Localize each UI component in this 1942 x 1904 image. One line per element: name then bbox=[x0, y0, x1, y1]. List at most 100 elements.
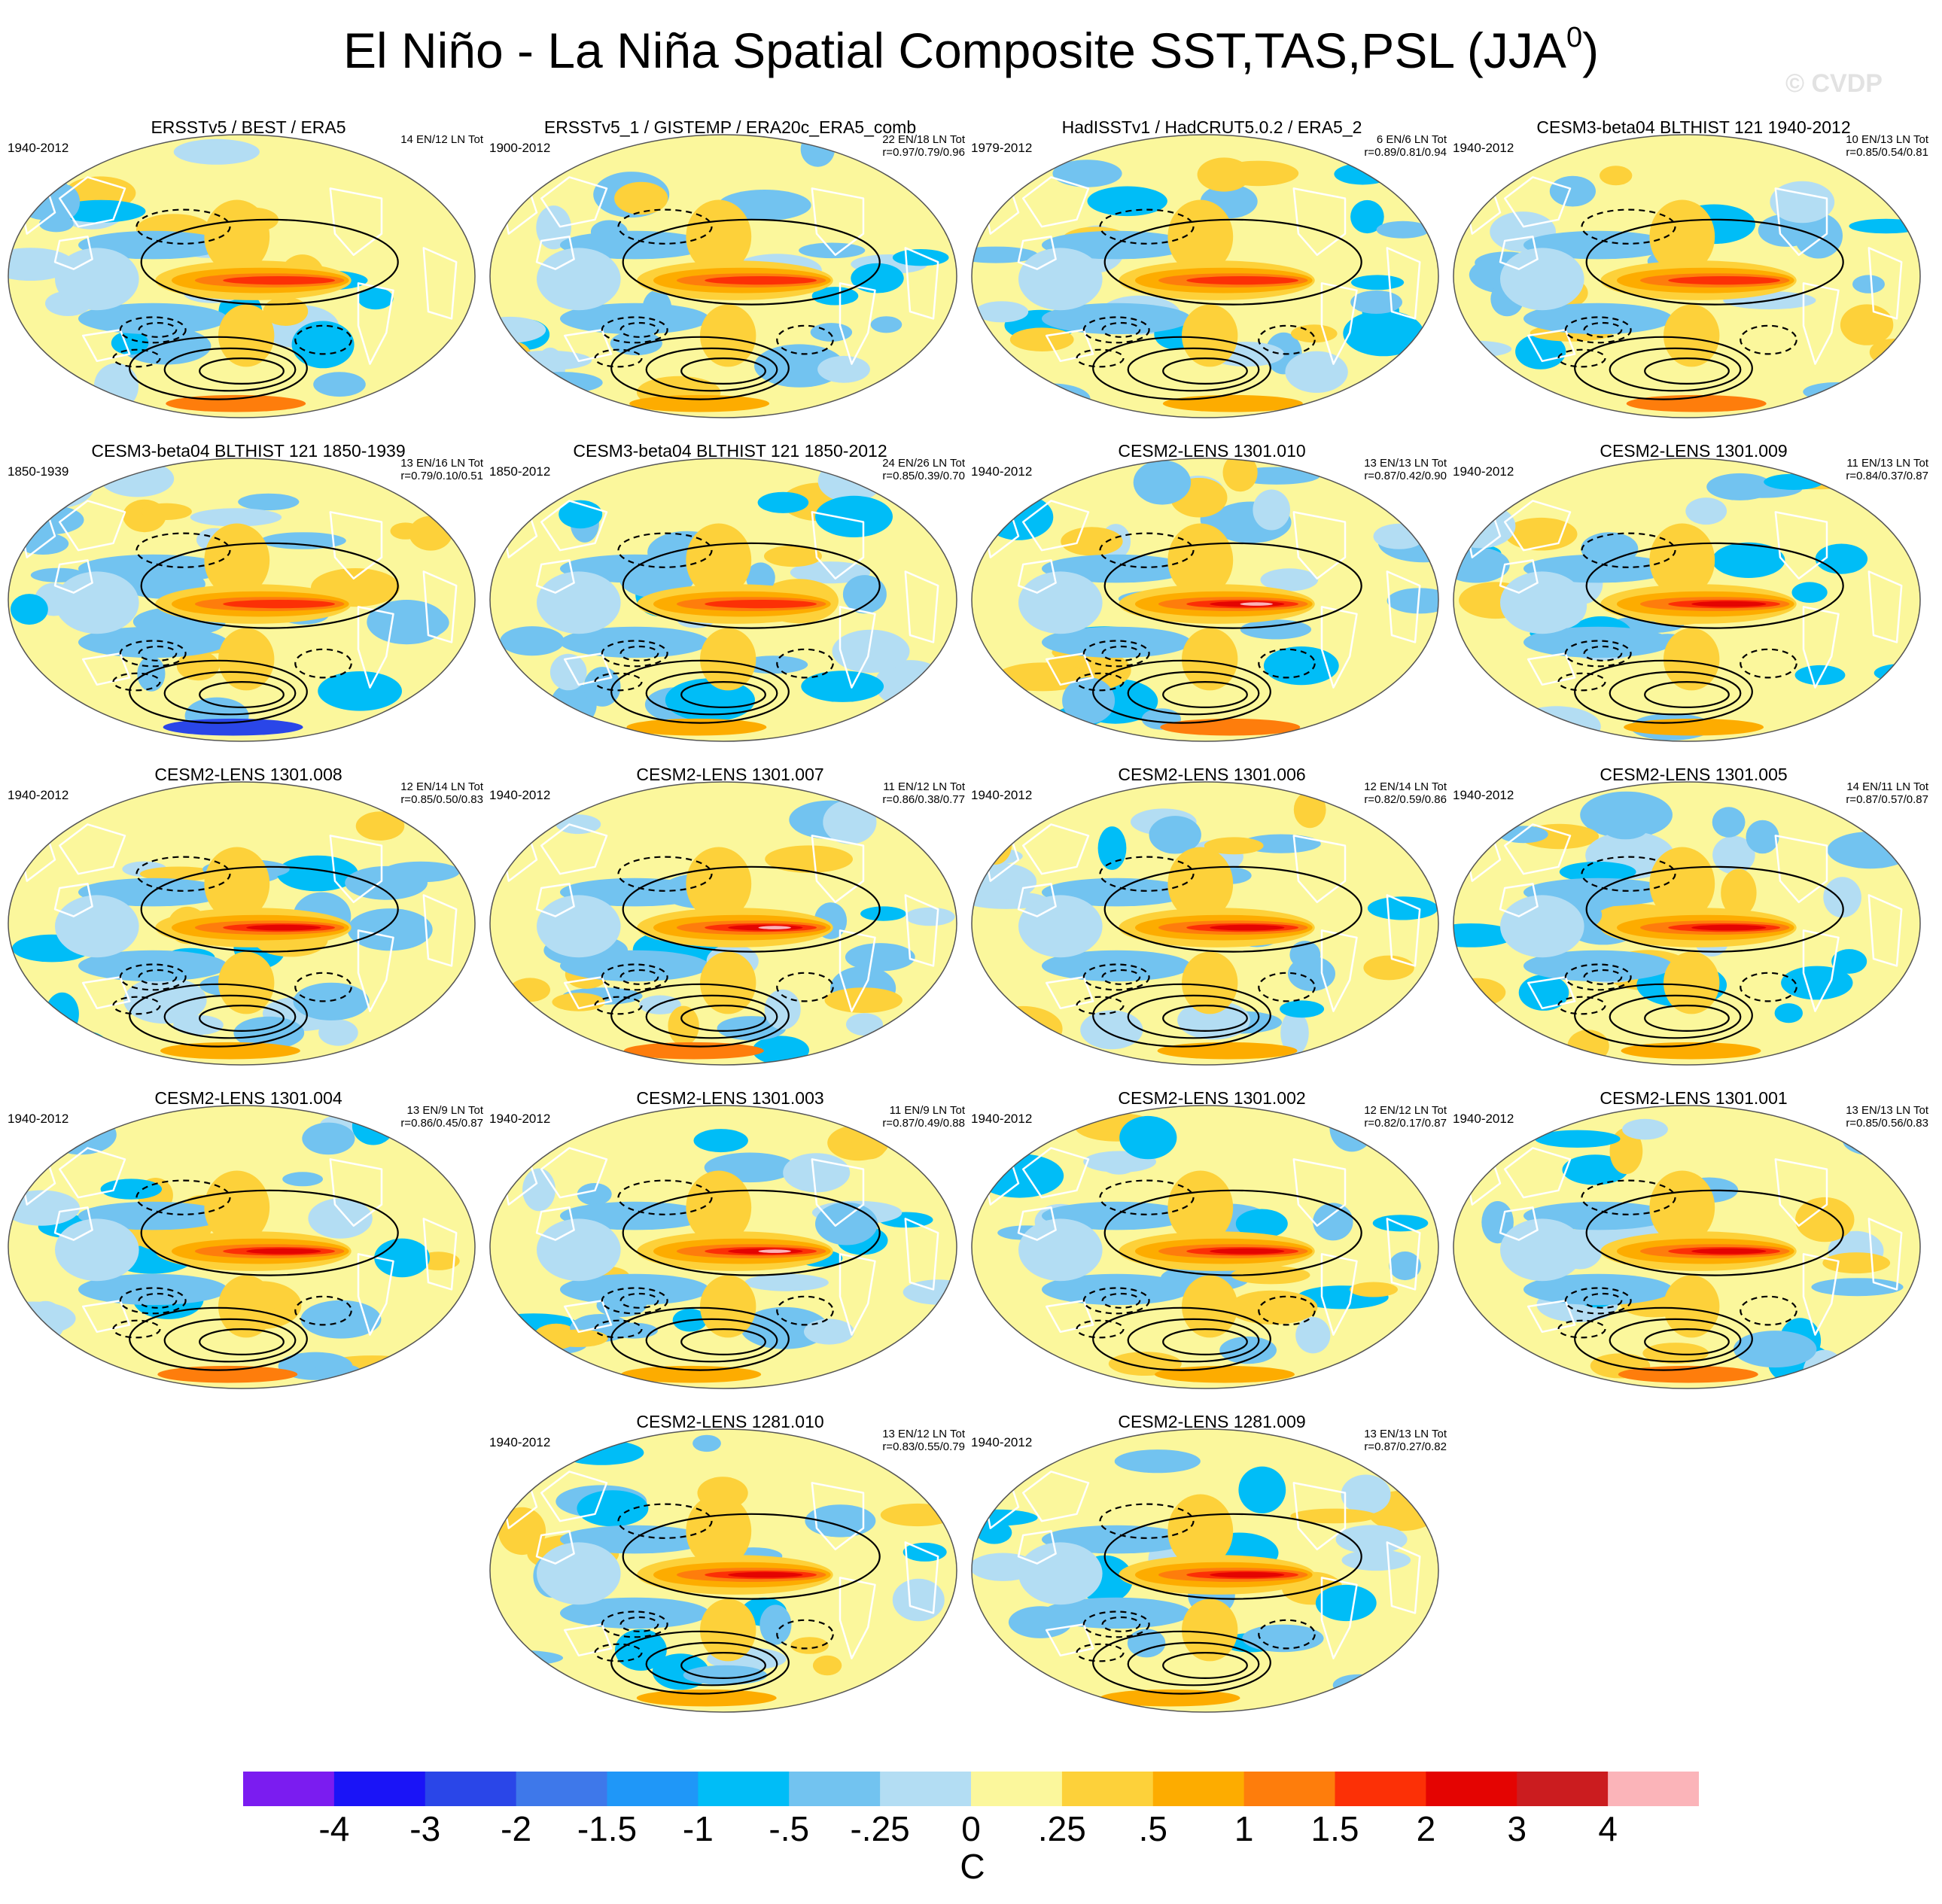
panel-stats: 14 EN/12 LN Tot bbox=[400, 133, 483, 146]
map-panel: CESM2-LENS 1301.008 1940-2012 12 EN/14 LN … bbox=[8, 764, 489, 1080]
panel-years: 1940-2012 bbox=[8, 788, 69, 802]
panel-years: 1979-2012 bbox=[971, 141, 1033, 155]
pattern-correlation: r=0.79/0.10/0.51 bbox=[400, 470, 483, 482]
event-counts: 14 EN/12 LN Tot bbox=[400, 133, 483, 146]
event-counts: 12 EN/14 LN Tot bbox=[400, 780, 483, 793]
colorbar-tick-label: 4 bbox=[1598, 1809, 1618, 1848]
map-globe bbox=[8, 134, 476, 418]
panel-title: CESM2-LENS 1301.005 bbox=[1600, 765, 1788, 784]
panel-title: CESM2-LENS 1301.003 bbox=[636, 1088, 824, 1108]
pattern-correlation: r=0.87/0.42/0.90 bbox=[1364, 470, 1447, 482]
colorbar-swatch bbox=[1243, 1772, 1336, 1806]
map-globe bbox=[971, 1105, 1439, 1389]
map-globe bbox=[971, 458, 1439, 742]
panel-title: ERSSTv5_1 / GISTEMP / ERA20c_ERA5_comb bbox=[543, 117, 917, 137]
colorbar-swatch bbox=[880, 1772, 972, 1806]
event-counts: 11 EN/9 LN Tot bbox=[889, 1104, 965, 1117]
panel-stats: 22 EN/18 LN Tot r=0.97/0.79/0.96 bbox=[882, 133, 965, 159]
map-panel: CESM3-beta04 BLTHIST 121 1850-1939 1850-1… bbox=[8, 440, 489, 756]
panel-title: CESM3-beta04 BLTHIST 121 1850-2012 bbox=[573, 441, 887, 461]
map-globe bbox=[1453, 458, 1921, 742]
map-globe bbox=[8, 781, 476, 1066]
colorbar-tick-label: -4 bbox=[318, 1809, 350, 1848]
panel-stats: 24 EN/26 LN Tot r=0.85/0.39/0.70 bbox=[882, 457, 965, 482]
map-globe bbox=[489, 781, 957, 1066]
panel-title: CESM2-LENS 1301.008 bbox=[154, 765, 342, 784]
panel-years: 1940-2012 bbox=[1453, 1112, 1514, 1126]
panel-title: CESM2-LENS 1301.004 bbox=[154, 1088, 342, 1108]
map-globe bbox=[1453, 781, 1921, 1066]
colorbar-swatch bbox=[425, 1772, 517, 1806]
map-panel: CESM2-LENS 1301.009 1940-2012 11 EN/13 LN … bbox=[1453, 440, 1934, 756]
map-panel: ERSSTv5 / BEST / ERA5 1940-2012 14 EN/12 L… bbox=[8, 117, 489, 433]
map-panel: CESM2-LENS 1301.003 1940-2012 11 EN/9 LN T… bbox=[489, 1087, 971, 1404]
colorbar-tick-label: 0 bbox=[961, 1809, 981, 1848]
panel-stats: 13 EN/13 LN Tot r=0.87/0.27/0.82 bbox=[1364, 1428, 1447, 1453]
panel-title: CESM2-LENS 1301.007 bbox=[636, 765, 824, 784]
panel-stats: 10 EN/13 LN Tot r=0.85/0.54/0.81 bbox=[1846, 133, 1928, 159]
map-panel: CESM2-LENS 1301.001 1940-2012 13 EN/13 LN … bbox=[1453, 1087, 1934, 1404]
event-counts: 13 EN/16 LN Tot bbox=[400, 457, 483, 470]
panel-years: 1900-2012 bbox=[489, 141, 551, 155]
figure-title-text: El Niño - La Niña Spatial Composite SST,… bbox=[342, 23, 1566, 78]
pattern-correlation: r=0.82/0.17/0.87 bbox=[1364, 1117, 1447, 1130]
panel-stats: 6 EN/6 LN Tot r=0.89/0.81/0.94 bbox=[1364, 133, 1447, 159]
panel-stats: 13 EN/12 LN Tot r=0.83/0.55/0.79 bbox=[882, 1428, 965, 1453]
panel-years: 1940-2012 bbox=[971, 1112, 1033, 1126]
pattern-correlation: r=0.86/0.45/0.87 bbox=[400, 1117, 483, 1130]
panel-years: 1940-2012 bbox=[1453, 141, 1514, 155]
panel-stats: 14 EN/11 LN Tot r=0.87/0.57/0.87 bbox=[1846, 780, 1928, 806]
map-globe bbox=[8, 458, 476, 742]
figure-title-superscript: 0 bbox=[1566, 22, 1583, 53]
colorbar-swatch bbox=[1335, 1772, 1426, 1806]
panel-years: 1940-2012 bbox=[1453, 464, 1514, 479]
pattern-correlation: r=0.85/0.54/0.81 bbox=[1846, 146, 1928, 159]
colorbar-swatch bbox=[971, 1772, 1063, 1806]
colorbar-swatch bbox=[1517, 1772, 1609, 1806]
panel-years: 1940-2012 bbox=[489, 1112, 551, 1126]
panel-years: 1940-2012 bbox=[971, 1435, 1033, 1449]
panel-stats: 11 EN/12 LN Tot r=0.86/0.38/0.77 bbox=[882, 780, 965, 806]
panel-stats: 13 EN/13 LN Tot r=0.85/0.56/0.83 bbox=[1846, 1104, 1928, 1130]
panel-title: CESM2-LENS 1301.009 bbox=[1600, 441, 1788, 461]
panel-years: 1940-2012 bbox=[971, 788, 1033, 802]
panel-years: 1850-1939 bbox=[8, 464, 69, 479]
colorbar-tick-label: 1 bbox=[1234, 1809, 1254, 1848]
colorbar-swatch bbox=[1426, 1772, 1517, 1806]
figure-title-suffix: ) bbox=[1582, 23, 1600, 78]
pattern-correlation: r=0.83/0.55/0.79 bbox=[882, 1440, 965, 1453]
map-panel: CESM2-LENS 1301.006 1940-2012 12 EN/14 LN … bbox=[971, 764, 1453, 1080]
event-counts: 6 EN/6 LN Tot bbox=[1376, 133, 1447, 146]
event-counts: 22 EN/18 LN Tot bbox=[882, 133, 965, 146]
panel-years: 1850-2012 bbox=[489, 464, 551, 479]
event-counts: 24 EN/26 LN Tot bbox=[882, 457, 965, 470]
colorbar-tick-label: .5 bbox=[1138, 1809, 1167, 1848]
colorbar-tick-label: 1.5 bbox=[1310, 1809, 1359, 1848]
map-panel: CESM2-LENS 1301.005 1940-2012 14 EN/11 LN … bbox=[1453, 764, 1934, 1080]
panel-stats: 11 EN/13 LN Tot r=0.84/0.37/0.87 bbox=[1846, 457, 1928, 482]
panel-years: 1940-2012 bbox=[489, 788, 551, 802]
pattern-correlation: r=0.97/0.79/0.96 bbox=[882, 146, 965, 159]
panel-years: 1940-2012 bbox=[8, 141, 69, 155]
pattern-correlation: r=0.85/0.39/0.70 bbox=[882, 470, 965, 482]
map-panel: CESM3-beta04 BLTHIST 121 1850-2012 1850-2… bbox=[489, 440, 971, 756]
colorbar bbox=[243, 1772, 1699, 1806]
panel-title: CESM2-LENS 1301.002 bbox=[1118, 1088, 1306, 1108]
event-counts: 13 EN/13 LN Tot bbox=[1364, 457, 1447, 470]
map-globe bbox=[8, 1105, 476, 1389]
colorbar-tick-label: -.25 bbox=[850, 1809, 910, 1848]
pattern-correlation: r=0.82/0.59/0.86 bbox=[1364, 793, 1447, 806]
pattern-correlation: r=0.89/0.81/0.94 bbox=[1364, 146, 1447, 159]
panel-title: ERSSTv5 / BEST / ERA5 bbox=[151, 117, 346, 137]
event-counts: 11 EN/13 LN Tot bbox=[1846, 457, 1928, 470]
map-globe bbox=[971, 1428, 1439, 1713]
map-globe bbox=[971, 781, 1439, 1066]
pattern-correlation: r=0.87/0.27/0.82 bbox=[1364, 1440, 1447, 1453]
colorbar-tick-label: -.5 bbox=[769, 1809, 810, 1848]
colorbar-tick-label: .25 bbox=[1037, 1809, 1086, 1848]
map-panel: CESM2-LENS 1301.010 1940-2012 13 EN/13 LN … bbox=[971, 440, 1453, 756]
event-counts: 10 EN/13 LN Tot bbox=[1846, 133, 1928, 146]
map-panel: CESM3-beta04 BLTHIST 121 1940-2012 1940-2… bbox=[1453, 117, 1934, 433]
panel-years: 1940-2012 bbox=[8, 1112, 69, 1126]
pattern-correlation: r=0.84/0.37/0.87 bbox=[1846, 470, 1928, 482]
